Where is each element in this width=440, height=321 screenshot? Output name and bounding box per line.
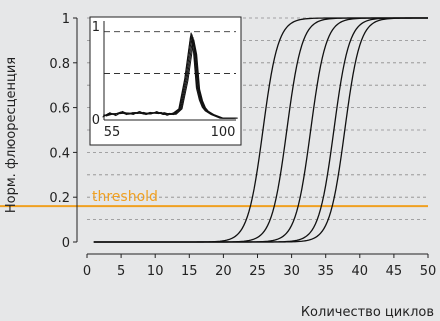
axes <box>73 17 429 258</box>
y-tick-label: 0.8 <box>49 57 70 72</box>
x-tick-labels: 0 5 10 15 20 25 30 35 40 45 50 <box>83 264 436 279</box>
x-tick-label: 15 <box>181 264 198 279</box>
x-tick-label: 20 <box>215 264 232 279</box>
x-tick-label: 5 <box>117 264 125 279</box>
inset-y-tick-label: 0 <box>92 113 100 128</box>
x-tick-label: 45 <box>386 264 403 279</box>
melt-curve-5 <box>102 36 235 119</box>
threshold-line-group: threshold <box>0 189 428 208</box>
amplification-curve-5 <box>93 17 428 243</box>
y-tick-label: 0.6 <box>49 102 70 117</box>
x-tick-label: 50 <box>420 264 437 279</box>
threshold-label: threshold <box>92 189 158 205</box>
x-tick-label: 0 <box>83 264 91 279</box>
y-tick-label: 0.2 <box>49 191 70 206</box>
y-tick-label: 0.4 <box>49 146 70 161</box>
x-axis-title: Количество циклов <box>301 305 434 320</box>
x-tick-label: 35 <box>317 264 334 279</box>
x-tick-label: 30 <box>283 264 300 279</box>
amplification-curves <box>93 17 428 243</box>
x-tick-label: 25 <box>249 264 266 279</box>
x-tick-label: 40 <box>352 264 369 279</box>
y-axis-title: Норм. флюоресценция <box>4 57 19 213</box>
melt-curve-inset: 0 1 55 100 <box>89 16 242 146</box>
inset-x-tick-label: 100 <box>211 125 236 140</box>
y-tick-label: 0 <box>62 236 70 251</box>
x-tick-label: 10 <box>147 264 164 279</box>
y-tick-label: 1 <box>62 12 70 27</box>
y-tick-labels: 0 0.2 0.4 0.6 0.8 1 <box>49 12 70 251</box>
inset-x-tick-label: 55 <box>104 125 121 140</box>
inset-frame <box>89 16 242 146</box>
inset-y-tick-label: 1 <box>92 20 100 35</box>
melt-curve-4 <box>105 39 238 119</box>
